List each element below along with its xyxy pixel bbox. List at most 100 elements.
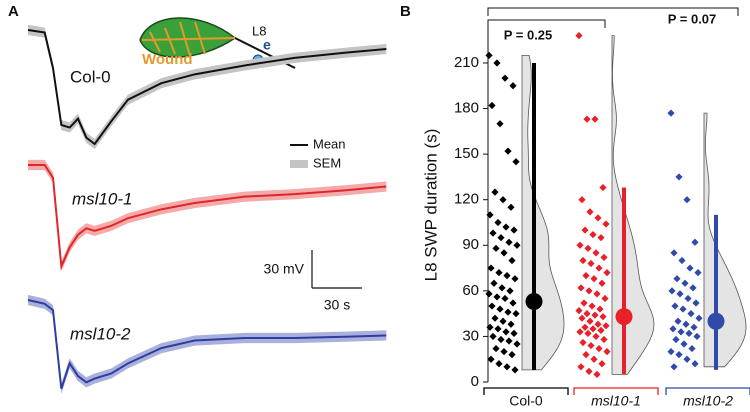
data-point: [499, 317, 507, 325]
data-point: [597, 326, 605, 334]
data-point: [597, 234, 605, 242]
x-tick-label: Col-0: [509, 393, 543, 409]
data-point: [494, 218, 502, 227]
category-bracket: [573, 387, 659, 395]
data-point: [492, 244, 500, 252]
y-tick-label: 210: [454, 54, 479, 71]
data-point: [582, 272, 590, 280]
data-point: [678, 256, 686, 265]
data-point: [576, 241, 584, 249]
scale-bar-label: 30 s: [324, 297, 350, 313]
wound-label: Wound: [142, 51, 193, 68]
data-point: [590, 275, 598, 283]
data-point: [583, 310, 591, 318]
data-point: [594, 214, 602, 222]
legend-label: Mean: [313, 136, 346, 151]
data-point: [502, 328, 510, 336]
data-point: [598, 360, 606, 368]
data-point: [680, 340, 688, 348]
data-point: [579, 256, 587, 265]
data-point: [577, 363, 585, 371]
panel-label: B: [400, 3, 411, 20]
data-point: [691, 238, 699, 246]
scale-bar-label: 30 mV: [264, 261, 305, 277]
data-point: [692, 299, 700, 307]
mean-trace: [27, 29, 387, 146]
data-point: [497, 335, 505, 344]
data-point: [491, 314, 499, 322]
data-point: [498, 284, 506, 292]
data-point: [593, 290, 601, 298]
data-point: [683, 196, 691, 204]
sem-band: [28, 159, 387, 272]
data-point: [602, 322, 610, 330]
data-point: [690, 323, 698, 331]
data-point: [688, 344, 696, 353]
data-point: [581, 323, 589, 331]
data-point: [670, 363, 678, 371]
data-point: [585, 287, 593, 295]
data-point: [487, 264, 495, 272]
data-point: [591, 311, 599, 319]
data-point: [589, 231, 597, 239]
y-tick-label: 60: [462, 282, 479, 299]
data-point: [603, 269, 611, 277]
data-point: [589, 325, 597, 333]
comparison-bracket: [487, 19, 606, 28]
data-point: [588, 302, 596, 310]
data-point: [510, 226, 518, 234]
p-value: P = 0.07: [668, 11, 717, 26]
wound-lines: [141, 21, 236, 57]
data-point: [685, 329, 693, 337]
data-point: [598, 279, 606, 287]
data-point: [503, 272, 511, 280]
y-tick-label: 0: [471, 373, 479, 390]
data-point: [499, 196, 507, 204]
data-point: [485, 290, 493, 298]
data-point: [509, 82, 517, 90]
data-point: [488, 302, 496, 310]
data-point: [586, 317, 594, 325]
data-point: [599, 313, 607, 321]
data-point: [601, 294, 609, 303]
y-axis-title: L8 SWP duration (s): [421, 129, 440, 282]
data-point: [485, 51, 493, 59]
data-point: [486, 323, 494, 331]
series-label: msl10-1: [72, 189, 132, 208]
data-point: [592, 332, 600, 341]
data-point: [687, 310, 695, 318]
y-tick-label: 30: [462, 327, 479, 344]
data-point: [674, 317, 682, 325]
data-point: [579, 338, 587, 347]
data-point: [694, 269, 702, 277]
data-point: [676, 290, 684, 298]
data-point: [510, 329, 518, 337]
median: [615, 308, 633, 326]
data-point: [681, 279, 689, 287]
data-point: [602, 220, 610, 228]
data-point: [689, 284, 697, 292]
data-point: [594, 320, 602, 328]
x-tick-label: msl10-2: [683, 393, 733, 409]
data-point: [587, 341, 595, 350]
x-tick-label: msl10-1: [591, 393, 641, 409]
data-point: [580, 299, 588, 307]
data-point: [591, 115, 599, 123]
leaf-label: L8: [252, 23, 266, 38]
data-point: [584, 244, 592, 252]
panel-label: A: [8, 3, 19, 20]
data-point: [600, 253, 608, 262]
data-point: [671, 302, 679, 310]
data-point: [501, 74, 509, 82]
data-point: [670, 249, 678, 257]
data-point: [677, 328, 685, 336]
data-point: [508, 256, 516, 265]
data-point: [682, 320, 690, 328]
data-point: [686, 264, 694, 272]
data-point: [489, 229, 497, 237]
data-point: [505, 337, 513, 345]
mean-trace: [27, 299, 387, 389]
data-point: [505, 238, 513, 246]
median: [707, 312, 725, 330]
data-point: [490, 279, 498, 287]
